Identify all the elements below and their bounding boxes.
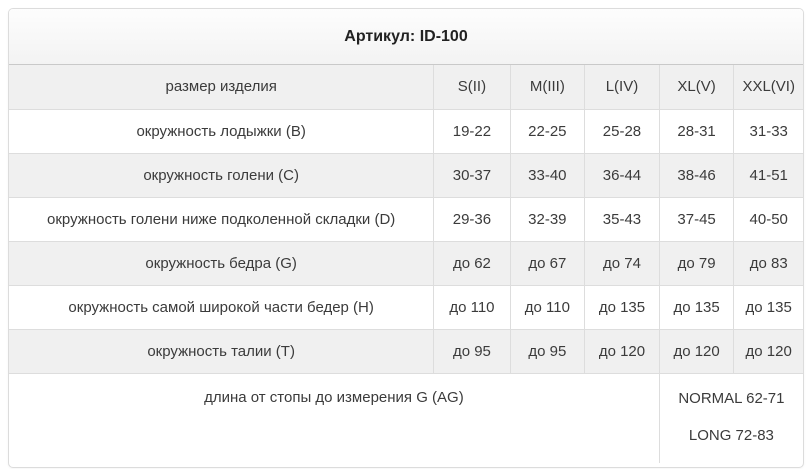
footer-normal-length: NORMAL 62-71	[678, 389, 785, 407]
header-size-m: M(III)	[509, 65, 585, 109]
table-row-below-knee: окружность голени ниже подколенной склад…	[9, 196, 803, 241]
cell-value: до 95	[433, 328, 511, 373]
header-size-xxl: XXL(VI)	[733, 65, 803, 109]
cell-value: 36-44	[584, 152, 660, 197]
row-label: окружность бедра (G)	[9, 240, 434, 285]
header-size-s: S(II)	[433, 65, 511, 109]
table-row-calf: окружность голени (C) 30-37 33-40 36-44 …	[9, 152, 803, 197]
table-row-thigh: окружность бедра (G) до 62 до 67 до 74 д…	[9, 240, 803, 285]
footer-length-values: NORMAL 62-71 LONG 72-83	[658, 372, 803, 463]
cell-value: 19-22	[433, 108, 511, 153]
cell-value: 38-46	[658, 152, 734, 197]
row-label: окружность голени ниже подколенной склад…	[9, 196, 434, 241]
size-header-row: размер изделия S(II) M(III) L(IV) XL(V) …	[9, 65, 803, 109]
cell-value: 22-25	[509, 108, 585, 153]
table-row-foot-length: длина от стопы до измерения G (AG) NORMA…	[9, 372, 803, 463]
cell-value: 28-31	[658, 108, 734, 153]
row-label: окружность голени (C)	[9, 152, 434, 197]
cell-value: до 74	[584, 240, 660, 285]
table-row-ankle: окружность лодыжки (B) 19-22 22-25 25-28…	[9, 108, 803, 153]
cell-value: до 79	[658, 240, 734, 285]
cell-value: до 135	[733, 284, 803, 329]
header-size-l: L(IV)	[584, 65, 660, 109]
cell-value: 35-43	[584, 196, 660, 241]
cell-value: 40-50	[733, 196, 803, 241]
cell-value: до 67	[509, 240, 585, 285]
cell-value: 37-45	[658, 196, 734, 241]
cell-value: до 120	[733, 328, 803, 373]
header-size-xl: XL(V)	[658, 65, 734, 109]
footer-label: длина от стопы до измерения G (AG)	[9, 372, 660, 463]
table-row-widest-hips: окружность самой широкой части бедер (H)…	[9, 284, 803, 329]
cell-value: до 62	[433, 240, 511, 285]
article-title: Артикул: ID-100	[9, 9, 803, 65]
footer-long-length: LONG 72-83	[688, 426, 774, 444]
row-label: окружность лодыжки (B)	[9, 108, 434, 153]
size-chart-card: Артикул: ID-100 размер изделия S(II) M(I…	[8, 8, 804, 468]
cell-value: до 110	[509, 284, 585, 329]
cell-value: до 110	[433, 284, 511, 329]
cell-value: до 120	[658, 328, 734, 373]
cell-value: 32-39	[509, 196, 585, 241]
row-label: окружность талии (T)	[9, 328, 434, 373]
cell-value: 41-51	[733, 152, 803, 197]
header-measure-label: размер изделия	[9, 65, 434, 109]
cell-value: до 135	[584, 284, 660, 329]
cell-value: 29-36	[433, 196, 511, 241]
size-table: размер изделия S(II) M(III) L(IV) XL(V) …	[9, 65, 803, 463]
cell-value: 31-33	[733, 108, 803, 153]
cell-value: до 83	[733, 240, 803, 285]
cell-value: до 95	[509, 328, 585, 373]
cell-value: до 135	[658, 284, 734, 329]
cell-value: 30-37	[433, 152, 511, 197]
row-label: окружность самой широкой части бедер (H)	[9, 284, 434, 329]
cell-value: до 120	[584, 328, 660, 373]
cell-value: 25-28	[584, 108, 660, 153]
cell-value: 33-40	[509, 152, 585, 197]
table-row-waist: окружность талии (T) до 95 до 95 до 120 …	[9, 328, 803, 373]
